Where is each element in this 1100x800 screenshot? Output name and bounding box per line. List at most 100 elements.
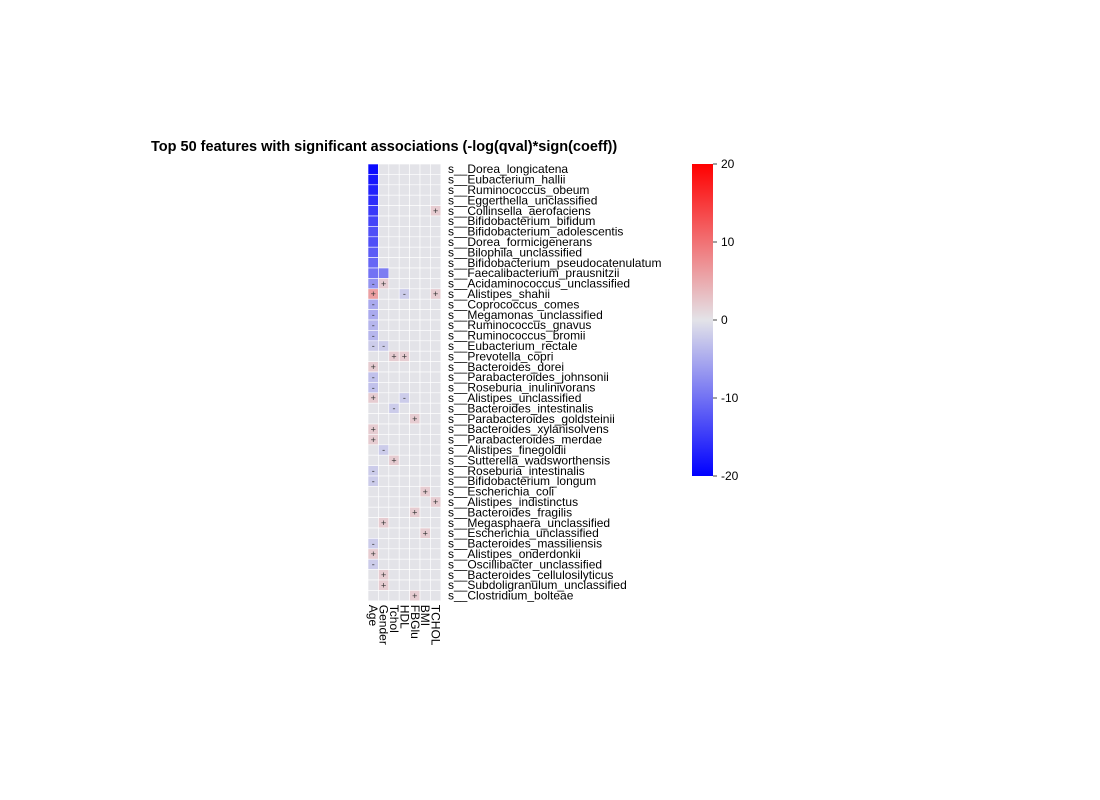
heatmap-cell (419, 538, 431, 550)
heatmap-cell (398, 163, 410, 175)
column-label: TCHOL (429, 605, 443, 646)
heatmap-cell (388, 506, 400, 518)
significance-mark: - (382, 445, 385, 455)
heatmap-cell (378, 465, 390, 477)
heatmap-cell (378, 205, 390, 217)
heatmap-cell (398, 361, 410, 373)
heatmap-cell (398, 298, 410, 310)
heatmap-cell (388, 205, 400, 217)
significance-mark: + (371, 435, 376, 445)
heatmap-cell (398, 434, 410, 446)
heatmap-cell (367, 163, 379, 175)
heatmap-cell (409, 423, 421, 435)
heatmap-cell (430, 278, 442, 290)
heatmap-cell (378, 486, 390, 498)
heatmap-cell (388, 590, 400, 602)
heatmap-cell (409, 205, 421, 217)
heatmap-cell (409, 163, 421, 175)
heatmap-cell (378, 402, 390, 414)
heatmap-cell (367, 184, 379, 196)
heatmap-cell (409, 226, 421, 238)
row-label: s__Bilophila_unclassified (448, 245, 582, 259)
heatmap-cell (378, 174, 390, 186)
heatmap-cell (378, 330, 390, 342)
heatmap-cell (409, 548, 421, 560)
heatmap-cell (419, 423, 431, 435)
significance-mark: - (372, 372, 375, 382)
row-label: s__Alistipes_finegoldii (448, 443, 566, 457)
heatmap-cell (398, 402, 410, 414)
row-label: s__Parabacteroides_goldsteinii (448, 412, 615, 426)
heatmap-cell (409, 236, 421, 248)
heatmap-cell (398, 319, 410, 331)
heatmap-cell (419, 319, 431, 331)
row-label: s__Bacteroides_dorei (448, 360, 564, 374)
heatmap-cell (409, 444, 421, 456)
row-label: s__Faecalibacterium_prausnitzii (448, 266, 619, 280)
heatmap-cell (398, 278, 410, 290)
heatmap-cell (430, 267, 442, 279)
heatmap-cell (430, 392, 442, 404)
heatmap-cell (367, 236, 379, 248)
row-label: s__Roseburia_intestinalis (448, 464, 585, 478)
heatmap-cell (409, 434, 421, 446)
heatmap-cell (388, 517, 400, 529)
heatmap-cell (398, 590, 410, 602)
significance-mark: + (412, 508, 417, 518)
row-label: s__Acidaminococcus_unclassified (448, 277, 630, 291)
heatmap-cell (419, 392, 431, 404)
row-label: s__Bacteroides_cellulosilyticus (448, 568, 613, 582)
significance-mark: - (372, 320, 375, 330)
heatmap-cell (398, 558, 410, 570)
heatmap-cell (378, 558, 390, 570)
heatmap-cell (409, 579, 421, 591)
heatmap-cell (378, 506, 390, 518)
heatmap-cell (409, 475, 421, 487)
significance-mark: + (423, 528, 428, 538)
significance-mark: + (371, 424, 376, 434)
heatmap-cell (398, 309, 410, 321)
heatmap-cell (378, 288, 390, 300)
heatmap-cell (388, 423, 400, 435)
heatmap-cell (419, 194, 431, 206)
heatmap-cell (398, 340, 410, 352)
heatmap-cell (378, 215, 390, 227)
colorbar-tick-label: -10 (721, 391, 739, 405)
row-label: s__Alistipes_shahii (448, 287, 550, 301)
row-label: s__Coprococcus_comes (448, 297, 579, 311)
significance-mark: + (423, 487, 428, 497)
heatmap-cell (388, 361, 400, 373)
heatmap-cell (419, 267, 431, 279)
heatmap-cell (430, 350, 442, 362)
heatmap-cell (430, 486, 442, 498)
heatmap-cell (378, 267, 390, 279)
row-label: s__Bifidobacterium_longum (448, 474, 596, 488)
significance-mark: - (372, 466, 375, 476)
heatmap-cell (367, 496, 379, 508)
row-label: s__Alistipes_onderdonkii (448, 547, 581, 561)
heatmap-cell (398, 506, 410, 518)
row-label: s__Eubacterium_hallii (448, 173, 565, 187)
heatmap-cell (430, 319, 442, 331)
heatmap-cell (430, 371, 442, 383)
heatmap-cell (378, 350, 390, 362)
significance-mark: - (403, 289, 406, 299)
heatmap-cell (367, 226, 379, 238)
row-label: s__Subdoligranulum_unclassified (448, 578, 627, 592)
heatmap-cell (430, 475, 442, 487)
heatmap-cell (419, 340, 431, 352)
heatmap-cell (388, 496, 400, 508)
heatmap-cell (430, 434, 442, 446)
heatmap-cell (388, 226, 400, 238)
significance-mark: - (403, 393, 406, 403)
heatmap-cell (398, 465, 410, 477)
heatmap-cell (398, 454, 410, 466)
column-label: HDL (397, 605, 411, 629)
row-label: s__Bifidobacterium_bifidum (448, 214, 595, 228)
heatmap-cell (388, 413, 400, 425)
heatmap-cell (367, 267, 379, 279)
heatmap-cell (388, 298, 400, 310)
heatmap-cell (419, 558, 431, 570)
heatmap-cell (419, 205, 431, 217)
